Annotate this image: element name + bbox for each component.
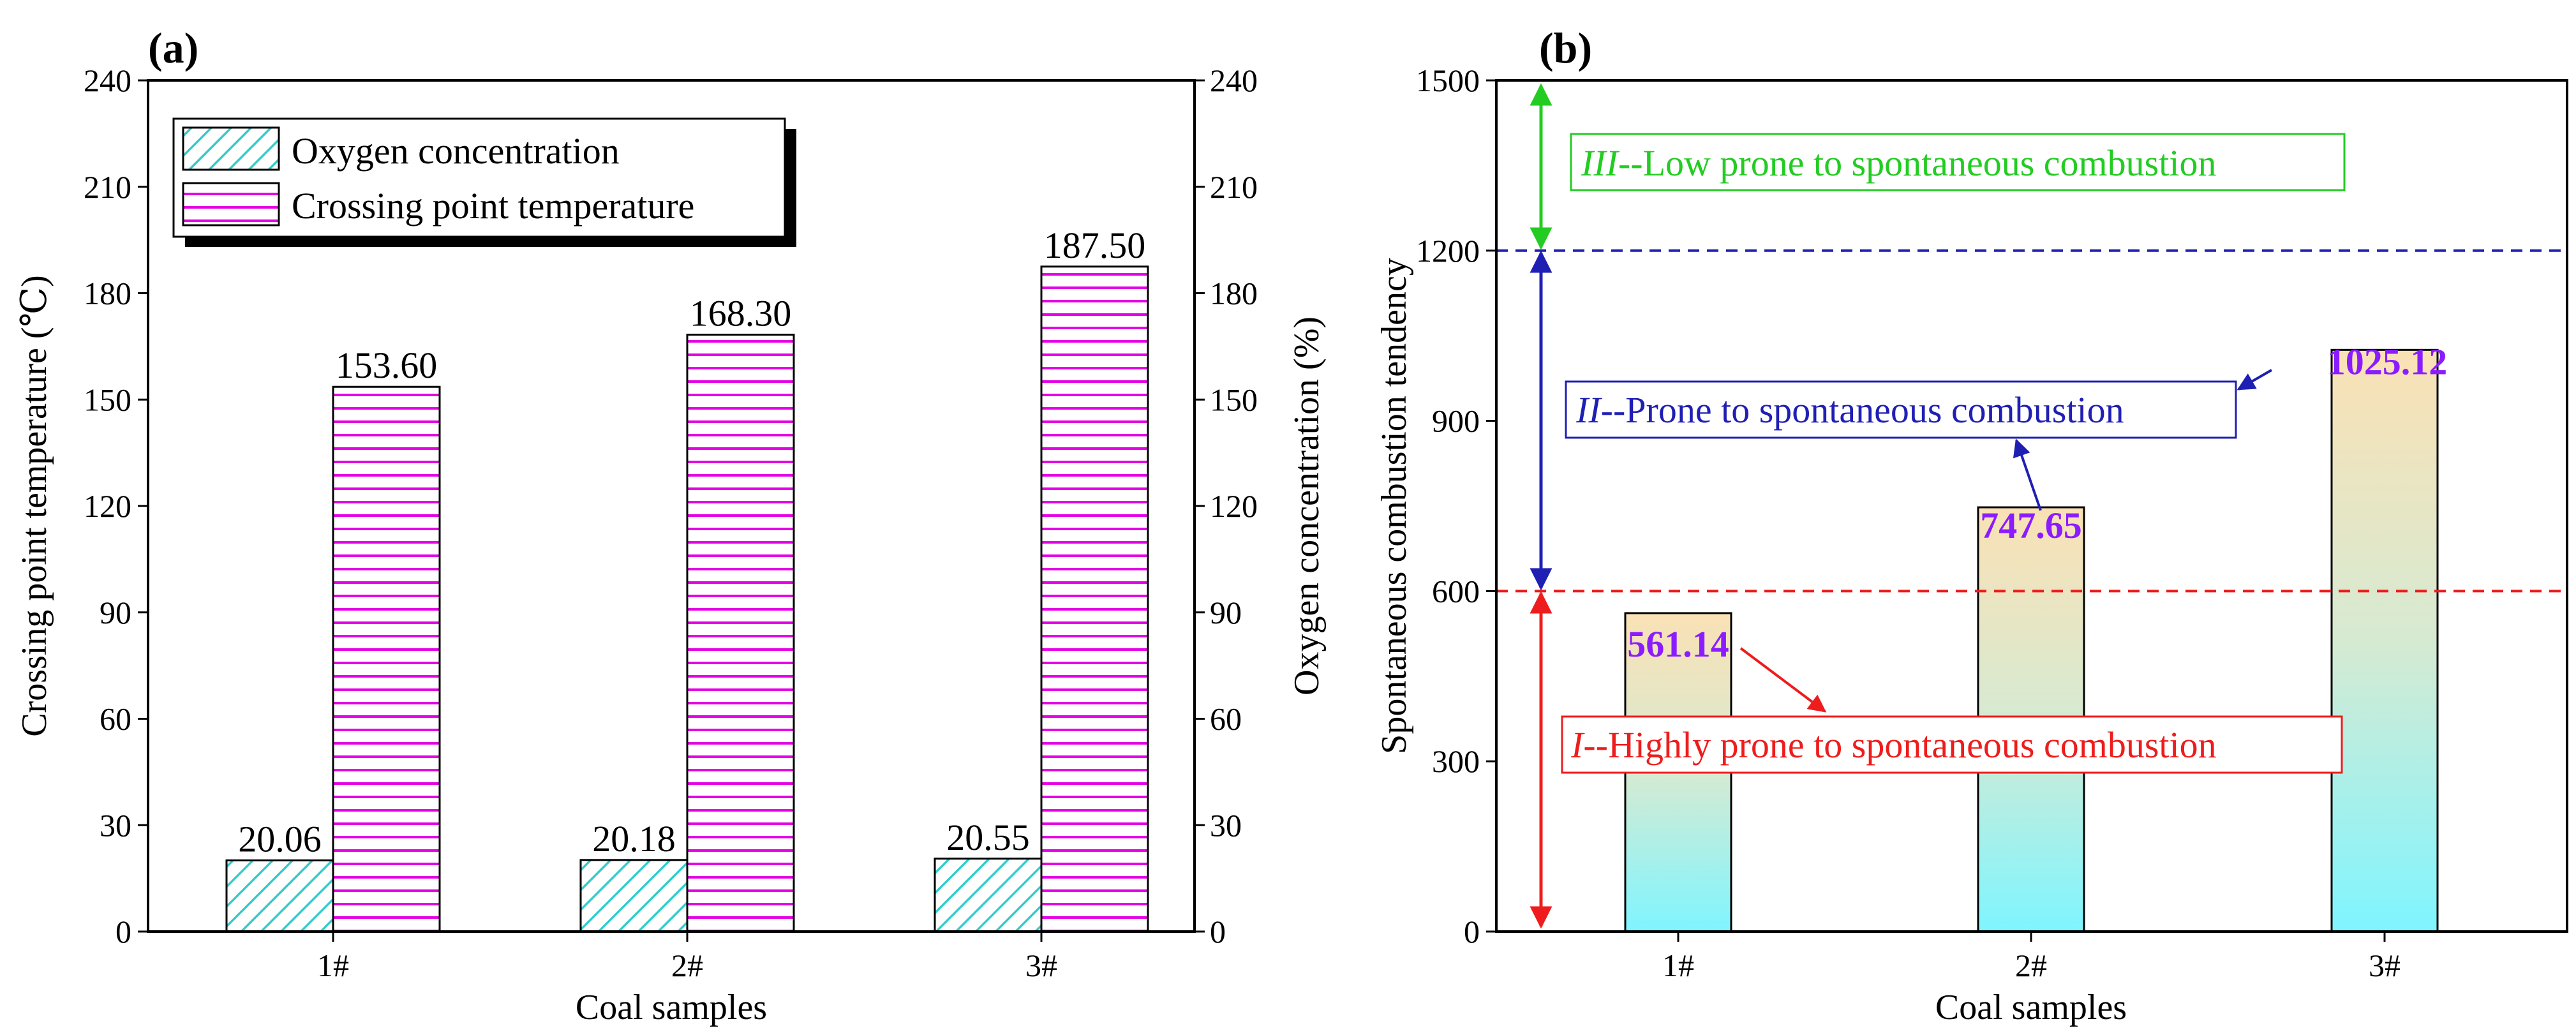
panel-a-y-axis-title-left: Crossing point temperature (℃) <box>15 275 54 737</box>
y-tick-label-left: 180 <box>84 276 131 311</box>
y-tick-label-left: 240 <box>84 63 131 98</box>
panel-a-y-axis-left: 0 30 60 90 120 150 180 210 240 <box>84 63 148 949</box>
data-label-temperature-1: 153.60 <box>336 345 438 386</box>
bar-temperature-3 <box>1040 265 1149 933</box>
y-tick-label: 0 <box>1464 914 1480 949</box>
panel-b: (b) 561.14 747.65 1025.12 0 300 600 900 1200 15… <box>1374 24 2568 1027</box>
y-tick-label-right: 150 <box>1210 382 1258 417</box>
x-tick-label: 2# <box>2015 948 2047 983</box>
y-tick-label-left: 60 <box>100 701 131 737</box>
data-label-oxygen-1: 20.06 <box>238 818 322 859</box>
panel-a-y-axis-title-right: Oxygen concentration (%) <box>1287 316 1327 695</box>
data-label-temperature-3: 187.50 <box>1044 225 1146 266</box>
data-label-tendency-1: 561.14 <box>1627 623 1729 665</box>
panel-a-legend: Oxygen concentration Crossing point temp… <box>172 117 796 247</box>
y-tick-label: 300 <box>1432 743 1480 779</box>
y-tick-label-right: 120 <box>1210 488 1258 524</box>
legend-label-temperature: Crossing point temperature <box>292 185 694 227</box>
y-tick-label-left: 0 <box>115 914 131 949</box>
y-tick-label-left: 210 <box>84 169 131 205</box>
x-tick-label: 1# <box>1662 948 1694 983</box>
data-label-oxygen-3: 20.55 <box>946 817 1030 858</box>
zone-iii-box: III--Low prone to spontaneous combustion <box>1570 133 2346 191</box>
bar-oxygen-1 <box>225 859 334 933</box>
panel-a-bars: 20.06 20.18 20.55 153.60 168.30 187.50 <box>225 225 1149 933</box>
x-tick-label: 2# <box>671 948 703 983</box>
y-tick-label-right: 240 <box>1210 63 1258 98</box>
y-tick-label: 900 <box>1432 403 1480 439</box>
panel-b-y-axis-title: Spontaneous combustion tendency <box>1374 258 1414 754</box>
y-tick-label-left: 120 <box>84 488 131 524</box>
panel-b-label: (b) <box>1539 24 1592 72</box>
zone-ii-text: II--Prone to spontaneous combustion <box>1575 389 2124 431</box>
panel-b-threshold-lines <box>1496 249 2567 593</box>
y-tick-label-right: 90 <box>1210 595 1242 630</box>
y-tick-label-right: 210 <box>1210 169 1258 205</box>
data-label-tendency-3: 1025.12 <box>2327 341 2448 382</box>
y-tick-label: 600 <box>1432 573 1480 609</box>
x-tick-label: 1# <box>317 948 349 983</box>
data-label-temperature-2: 168.30 <box>690 293 792 334</box>
panel-b-y-axis: 0 300 600 900 1200 1500 <box>1416 63 1496 949</box>
y-tick-label-left: 150 <box>84 382 131 417</box>
panel-a: (a) 20.06 20.18 20.55 153.60 168.30 187.50 0 3… <box>15 24 1327 1027</box>
bar-oxygen-3 <box>934 858 1043 933</box>
zone-i-box: I--Highly prone to spontaneous combustio… <box>1561 715 2343 774</box>
y-tick-label-right: 30 <box>1210 807 1242 843</box>
y-tick-label-left: 90 <box>100 595 131 630</box>
bar-oxygen-2 <box>579 859 689 933</box>
bar-temperature-1 <box>332 385 441 933</box>
zone-i-text: I--Highly prone to spontaneous combustio… <box>1570 724 2217 766</box>
zone-ii-box: II--Prone to spontaneous combustion <box>1565 380 2237 439</box>
panel-a-label: (a) <box>148 24 198 72</box>
y-tick-label-right: 0 <box>1210 914 1226 949</box>
legend-swatch-oxygen <box>182 126 280 171</box>
y-tick-label-left: 30 <box>100 807 131 843</box>
y-tick-label: 1500 <box>1416 63 1480 98</box>
legend-swatch-temperature <box>182 182 280 227</box>
x-tick-label: 3# <box>1025 948 1057 983</box>
panel-a-y-axis-right: 0 30 60 90 120 150 180 210 240 <box>1195 63 1258 949</box>
pointer-arrow-2 <box>2013 438 2042 511</box>
panel-a-x-axis-title: Coal samples <box>576 988 767 1027</box>
zone-iii-text: III--Low prone to spontaneous combustion <box>1581 142 2216 184</box>
y-tick-label-right: 60 <box>1210 701 1242 737</box>
panel-b-x-axis: 1# 2# 3# <box>1662 932 2401 983</box>
x-tick-label: 3# <box>2369 948 2401 983</box>
bar-tendency-3 <box>2330 348 2439 933</box>
y-tick-label: 1200 <box>1416 233 1480 269</box>
panel-a-x-axis: 1# 2# 3# <box>317 932 1057 983</box>
bar-temperature-2 <box>686 334 795 933</box>
legend-label-oxygen: Oxygen concentration <box>292 130 620 172</box>
data-label-tendency-2: 747.65 <box>1980 505 2082 546</box>
data-label-oxygen-2: 20.18 <box>592 818 676 859</box>
pointer-arrow-1 <box>1739 647 1827 713</box>
panel-b-x-axis-title: Coal samples <box>1935 988 2127 1027</box>
pointer-arrow-3 <box>2237 369 2272 390</box>
y-tick-label-right: 180 <box>1210 276 1258 311</box>
